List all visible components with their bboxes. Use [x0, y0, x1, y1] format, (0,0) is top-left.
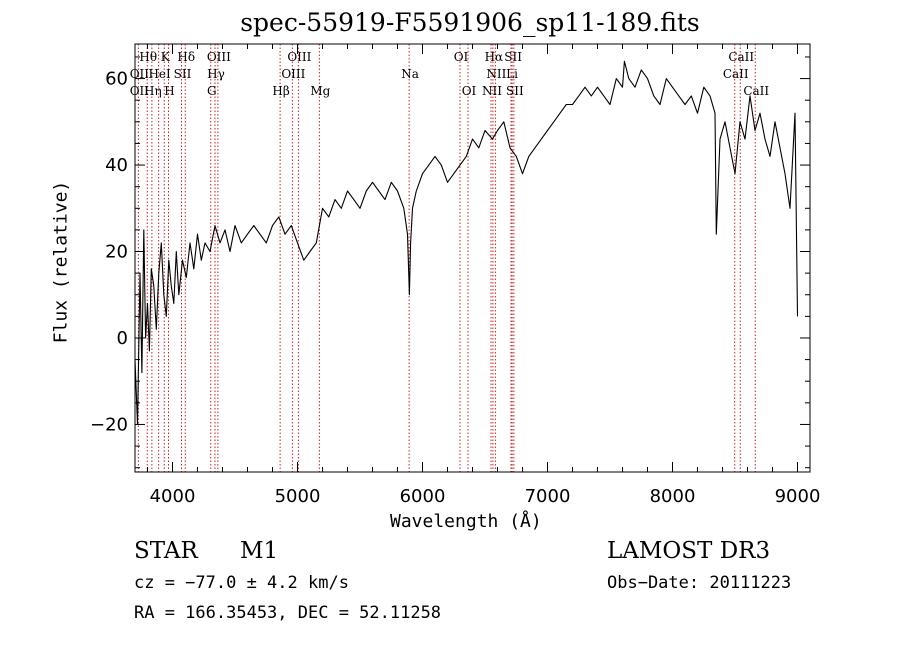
emission-line-label: K — [161, 50, 171, 64]
emission-line-label: SII — [506, 84, 524, 98]
coordinates-text: RA = 166.35453, DEC = 52.11258 — [134, 603, 442, 623]
x-axis-label: Wavelength (Å) — [390, 511, 542, 532]
emission-line-label: SII — [174, 67, 192, 81]
emission-line-label: NII — [482, 84, 502, 98]
x-tick-label: 5000 — [275, 486, 321, 507]
x-tick-label: 6000 — [400, 486, 446, 507]
series-line-spectrum — [134, 60, 799, 425]
series-group — [134, 60, 799, 425]
emission-line-label: OII — [130, 84, 150, 98]
x-tick-label: 8000 — [650, 486, 696, 507]
emission-line-label: Hβ — [272, 84, 289, 98]
object-subclass: M1 — [240, 538, 279, 564]
marker-lines-group — [137, 44, 756, 472]
emission-line-label: Hδ — [177, 50, 195, 64]
emission-line-label: OI — [454, 50, 469, 64]
emission-line-label: Mg — [310, 84, 330, 98]
emission-line-label: CaII — [728, 50, 754, 64]
chart-title: spec-55919-F5591906_sp11-189.fits — [240, 8, 700, 37]
redshift-text: cz = −77.0 ± 4.2 km/s — [134, 573, 349, 593]
emission-line-label: G — [207, 84, 217, 98]
plot-frame — [134, 43, 811, 473]
emission-line-label: Li — [506, 67, 518, 81]
y-axis-label: Flux (relative) — [50, 180, 72, 344]
emission-line-label: CaII — [723, 67, 749, 81]
emission-line-label: Hθ — [139, 50, 157, 64]
emission-line-label: OI — [462, 84, 477, 98]
emission-line-label: SII — [504, 50, 522, 64]
emission-line-label: Hα — [485, 50, 504, 64]
emission-line-label: OIII — [287, 50, 311, 64]
emission-line-label: OIII — [281, 67, 305, 81]
emission-line-label: OIII — [207, 50, 231, 64]
obs-date-text: Obs−Date: 20111223 — [607, 573, 792, 593]
y-tick-label: 20 — [105, 242, 128, 263]
x-tick-label: 9000 — [775, 486, 821, 507]
y-tick-label: −20 — [90, 414, 128, 435]
emission-line-label: H — [164, 84, 174, 98]
emission-line-label: HeI — [148, 67, 171, 81]
y-tick-label: 0 — [117, 328, 128, 349]
emission-line-label: CaII — [743, 84, 769, 98]
emission-line-label: OII — [130, 67, 150, 81]
emission-line-label: Hγ — [207, 67, 225, 81]
x-tick-label: 7000 — [525, 486, 571, 507]
survey-name: LAMOST DR3 — [607, 538, 771, 564]
emission-line-label: Hη — [144, 84, 162, 98]
emission-line-label: NII — [486, 67, 506, 81]
x-tick-label: 4000 — [150, 486, 196, 507]
axes-group: 4000 5000 6000 7000 8000 9000 −20 0 20 40 60 — [90, 43, 821, 507]
y-tick-label: 40 — [105, 155, 128, 176]
y-tick-label: 60 — [105, 69, 128, 90]
emission-line-label: Na — [401, 67, 419, 81]
object-class: STAR — [134, 538, 198, 564]
